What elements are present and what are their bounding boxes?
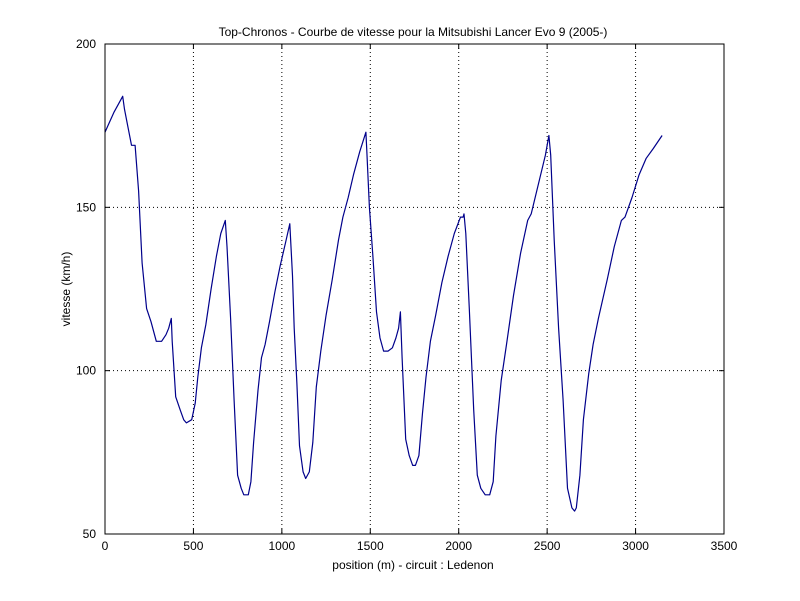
x-tick-label: 2500 (534, 539, 561, 553)
grid (105, 44, 724, 534)
x-tick-label: 500 (183, 539, 203, 553)
chart-title: Top-Chronos - Courbe de vitesse pour la … (219, 25, 608, 39)
y-tick-label: 50 (83, 527, 97, 541)
speed-series-line (104, 95, 663, 512)
x-tick-label: 3500 (711, 539, 738, 553)
x-axis-label: position (m) - circuit : Ledenon (332, 558, 493, 572)
x-tick-label: 0 (102, 539, 109, 553)
y-tick-label: 200 (76, 37, 96, 51)
x-axis: 0 500 1000 1500 2000 2500 3000 3500 (102, 44, 738, 553)
y-tick-label: 100 (76, 364, 96, 378)
y-axis-label: vitesse (km/h) (59, 252, 73, 327)
y-tick-label: 150 (76, 200, 96, 214)
x-tick-label: 3000 (622, 539, 649, 553)
x-tick-label: 1500 (357, 539, 384, 553)
plot-frame (104, 43, 725, 535)
series-layer (104, 95, 663, 512)
y-axis: 50 100 150 200 (76, 37, 724, 541)
x-tick-label: 1000 (269, 539, 296, 553)
x-tick-label: 2000 (445, 539, 472, 553)
